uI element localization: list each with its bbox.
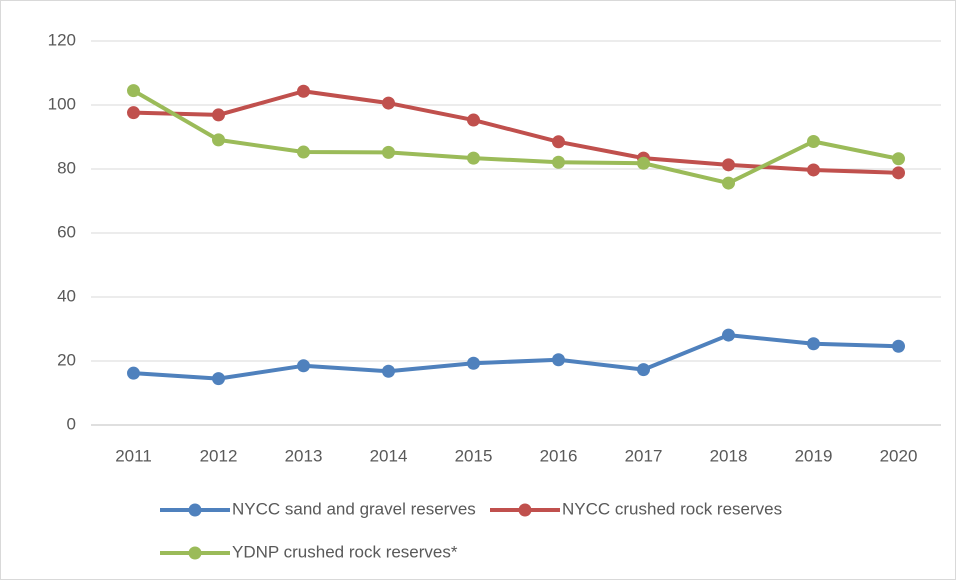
y-tick-label: 100 [48, 94, 76, 113]
point [297, 359, 310, 373]
series-line [133, 89, 899, 175]
point [212, 108, 225, 122]
point [127, 84, 140, 98]
point [892, 166, 905, 180]
y-tick-label: 20 [57, 350, 76, 369]
point [892, 339, 905, 353]
point [552, 155, 565, 169]
y-tick-label: 120 [48, 30, 76, 49]
x-tick-label: 2015 [455, 446, 493, 465]
y-tick-label: 40 [57, 286, 76, 305]
x-tick-label: 2019 [795, 446, 833, 465]
point [637, 156, 650, 170]
point [467, 151, 480, 165]
x-tick-label: 2012 [200, 446, 238, 465]
x-tick-label: 2020 [880, 446, 918, 465]
point [722, 176, 735, 190]
series-line [132, 88, 899, 186]
point [807, 337, 820, 351]
point [807, 134, 820, 148]
point [212, 133, 225, 147]
point [637, 363, 650, 377]
point [722, 158, 735, 172]
series-line [133, 333, 899, 381]
point [382, 96, 395, 110]
point [297, 145, 310, 159]
legend-label: NYCC crushed rock reserves [562, 499, 782, 518]
legend-marker [188, 503, 202, 517]
legend-marker [518, 503, 532, 517]
x-tick-label: 2013 [285, 446, 323, 465]
point [807, 163, 820, 177]
legend-marker [188, 546, 202, 560]
x-tick-label: 2016 [540, 446, 578, 465]
x-tick-label: 2011 [115, 446, 152, 465]
point [722, 328, 735, 342]
point [552, 353, 565, 367]
y-tick-label: 0 [67, 414, 76, 433]
point [127, 366, 140, 380]
legend-label: NYCC sand and gravel reserves [232, 499, 476, 518]
point [297, 84, 310, 98]
x-tick-label: 2017 [625, 446, 663, 465]
point [467, 113, 480, 127]
x-tick-label: 2014 [370, 446, 408, 465]
x-tick-label: 2018 [710, 446, 748, 465]
point [552, 135, 565, 149]
y-tick-label: 60 [57, 222, 76, 241]
point [212, 372, 225, 386]
point [127, 106, 140, 120]
point [382, 364, 395, 378]
point [467, 356, 480, 370]
y-tick-label: 80 [57, 158, 76, 177]
point [892, 152, 905, 166]
point [382, 145, 395, 159]
legend-label: YDNP crushed rock reserves* [232, 542, 458, 561]
